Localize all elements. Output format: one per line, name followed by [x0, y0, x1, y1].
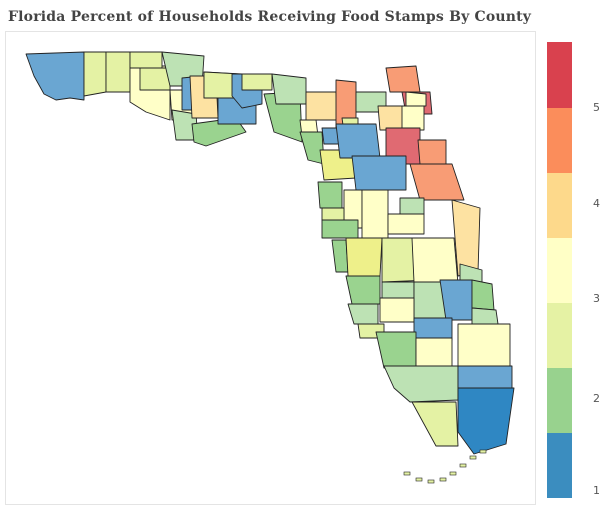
- county-st-lucie[interactable]: [471, 279, 495, 311]
- county-volusia[interactable]: [409, 163, 465, 201]
- legend-swatch: [547, 302, 572, 368]
- county-pasco[interactable]: [321, 219, 359, 239]
- legend-swatch: [547, 172, 572, 238]
- map-area[interactable]: [5, 31, 536, 505]
- color-legend: [547, 42, 572, 498]
- county-orange[interactable]: [387, 213, 425, 235]
- florida-keys-island: [479, 449, 487, 454]
- county-okeechobee[interactable]: [439, 279, 473, 321]
- county-nassau[interactable]: [385, 65, 421, 93]
- florida-keys-island: [449, 471, 457, 476]
- county-lee[interactable]: [375, 331, 417, 369]
- county-suwannee[interactable]: [305, 91, 339, 121]
- county-dixie[interactable]: [299, 131, 325, 165]
- county-collier[interactable]: [383, 365, 459, 403]
- florida-keys-island: [439, 477, 447, 482]
- county-citrus[interactable]: [317, 181, 343, 209]
- county-hernando[interactable]: [321, 207, 345, 221]
- county-seminole[interactable]: [399, 197, 425, 215]
- florida-keys-island: [403, 471, 411, 476]
- county-broward[interactable]: [457, 365, 513, 389]
- county-flagler[interactable]: [417, 139, 447, 165]
- legend-swatch: [547, 432, 572, 498]
- county-holmes[interactable]: [129, 51, 163, 69]
- county-santa-rosa[interactable]: [83, 51, 107, 97]
- county-monroe[interactable]: [411, 401, 459, 447]
- florida-keys-island: [459, 463, 467, 468]
- legend-label-1: 1: [593, 484, 600, 497]
- county-st-johns[interactable]: [405, 91, 427, 107]
- legend-label-2: 2: [593, 392, 600, 405]
- county-manatee[interactable]: [345, 275, 381, 305]
- legend-label-4: 4: [593, 197, 600, 210]
- legend-swatch: [547, 367, 572, 433]
- county-hardee[interactable]: [381, 281, 415, 299]
- county-sarasota[interactable]: [347, 303, 379, 325]
- county-glades[interactable]: [413, 317, 453, 341]
- legend-swatch: [547, 107, 572, 173]
- county-hendry[interactable]: [415, 337, 453, 367]
- florida-map[interactable]: [6, 32, 537, 506]
- county-pinellas[interactable]: [331, 239, 349, 273]
- county-clay[interactable]: [401, 105, 425, 131]
- florida-keys-island: [469, 455, 477, 460]
- county-miami-dade[interactable]: [457, 387, 515, 455]
- county-palm-beach[interactable]: [457, 323, 511, 367]
- county-marion[interactable]: [351, 155, 407, 191]
- county-madison[interactable]: [241, 73, 273, 91]
- county-escambia[interactable]: [25, 51, 85, 101]
- county-lake[interactable]: [361, 189, 389, 239]
- county-washington[interactable]: [139, 67, 171, 91]
- legend-swatch: [547, 42, 572, 108]
- chart-title: Florida Percent of Households Receiving …: [8, 9, 532, 25]
- county-hamilton[interactable]: [271, 73, 307, 105]
- legend-swatch: [547, 237, 572, 303]
- legend-label-3: 3: [593, 292, 600, 305]
- legend-label-5: 5: [593, 101, 600, 114]
- florida-keys-island: [415, 477, 423, 482]
- county-martin[interactable]: [471, 307, 499, 325]
- county-osceola[interactable]: [411, 237, 459, 285]
- county-hillsborough[interactable]: [345, 237, 383, 277]
- florida-keys-island: [427, 479, 435, 484]
- county-okaloosa[interactable]: [105, 51, 131, 93]
- county-alachua[interactable]: [335, 123, 381, 159]
- county-desoto[interactable]: [379, 297, 415, 323]
